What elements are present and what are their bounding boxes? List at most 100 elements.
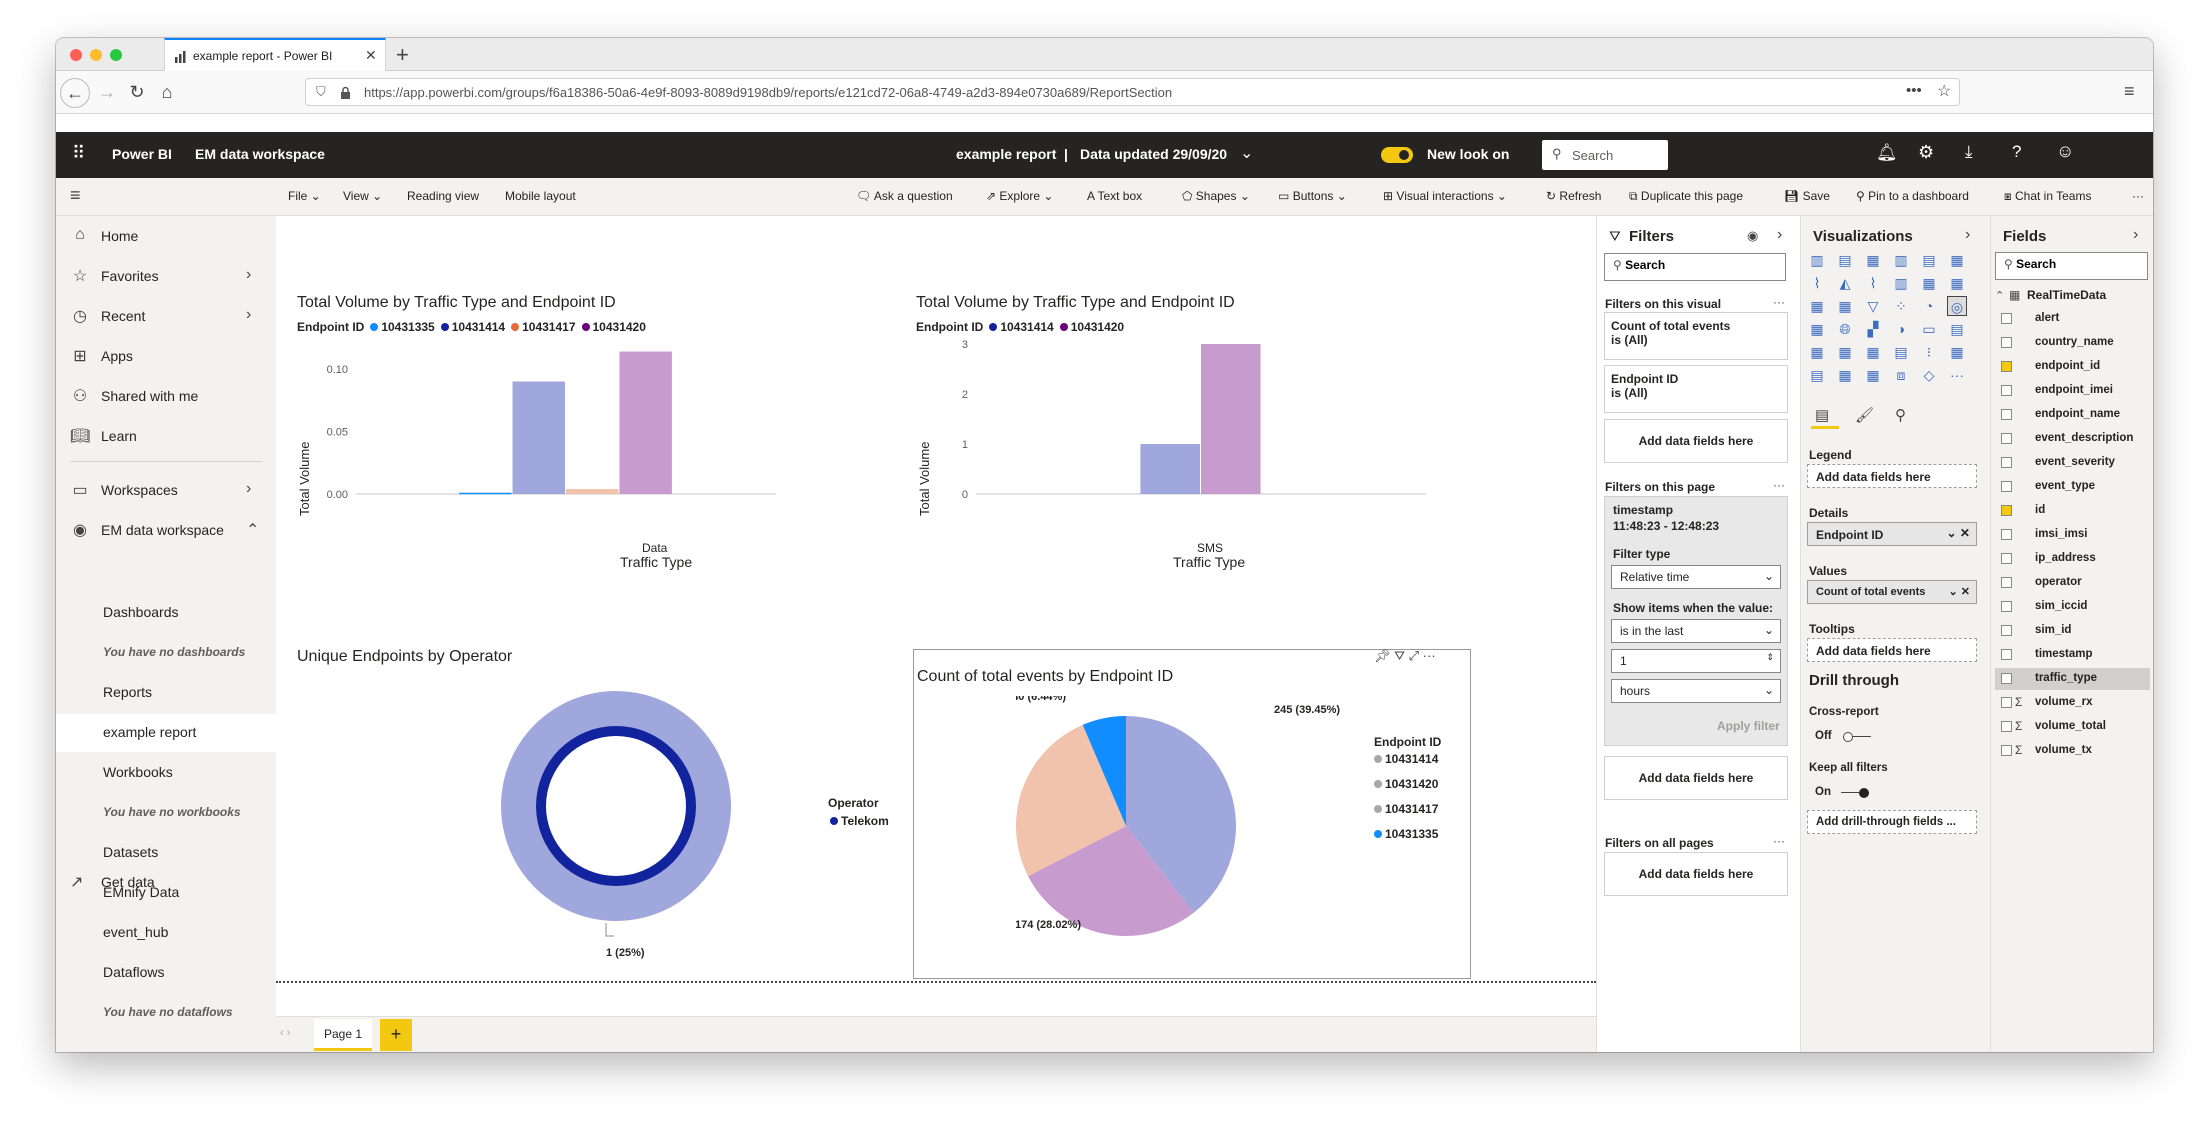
duplicate-page-button[interactable]: ⧉ Duplicate this page — [1629, 189, 1743, 203]
field-alert[interactable]: alert — [1995, 308, 2150, 330]
page-tab-1[interactable]: Page 1 — [314, 1019, 372, 1051]
visual-type-icon[interactable]: ▦ — [1838, 344, 1852, 360]
back-button-icon[interactable]: ← — [60, 78, 90, 108]
page-nav-arrows[interactable]: ‹ › — [280, 1027, 291, 1039]
chart4-svg[interactable]: 245 (39.45%)174 (28.02%)162 (26.09%)40 (… — [1016, 696, 1456, 956]
field-country_name[interactable]: country_name — [1995, 332, 2150, 354]
filters-search[interactable]: ⚲ Search — [1604, 253, 1786, 281]
tooltips-well[interactable]: Add data fields here — [1807, 638, 1977, 662]
visual-type-icon[interactable]: ▦ — [1922, 275, 1936, 291]
chart3-svg[interactable] — [456, 681, 776, 961]
field-event_description[interactable]: event_description — [1995, 428, 2150, 450]
filter-card-endpoint[interactable]: Endpoint ID is (All) — [1604, 365, 1788, 413]
nav-apps[interactable]: ⊞ Apps — [56, 338, 276, 374]
feedback-smiley-icon[interactable]: ☺ — [2056, 141, 2075, 161]
nav-recent[interactable]: ◷ Recent › — [56, 298, 276, 334]
visual-type-icon[interactable]: ⧈ — [1896, 367, 1906, 383]
visual-type-icon[interactable]: ▦ — [1810, 321, 1824, 337]
hamburger-icon[interactable]: ≡ — [70, 185, 81, 205]
add-fields-all[interactable]: Add data fields here — [1604, 852, 1788, 896]
format-paintroller-icon[interactable]: 🖌︎ — [1855, 407, 1875, 424]
fields-search[interactable]: ⚲ Search — [1995, 252, 2148, 280]
visual-type-icon[interactable]: ▽ — [1867, 298, 1879, 314]
visual-type-icon[interactable]: 🌐︎ — [1839, 321, 1851, 337]
ask-question-button[interactable]: 🗨︎ Ask a question — [856, 189, 953, 203]
chart1-svg[interactable]: 0.00 0.05 0.10 — [276, 334, 836, 534]
search-box[interactable]: ⚲ Search — [1542, 140, 1668, 170]
visual-type-icon[interactable]: ▞ — [1867, 321, 1879, 337]
chart4-legend-item[interactable]: 10431335 — [1374, 827, 1438, 852]
refresh-button[interactable]: ↻ Refresh — [1546, 189, 1602, 203]
add-fields-page[interactable]: Add data fields here — [1604, 756, 1788, 800]
field-ip_address[interactable]: ip_address — [1995, 548, 2150, 570]
nav-get-data[interactable]: ↗ Get data — [70, 874, 155, 891]
eye-icon[interactable]: ◉ — [1747, 228, 1759, 243]
download-icon[interactable]: ⤓ — [1965, 142, 1973, 161]
chat-in-teams-button[interactable]: ⧆ Chat in Teams — [2004, 189, 2092, 203]
visual-type-icon[interactable]: ▦ — [1838, 298, 1852, 314]
chevron-down-icon[interactable]: ⌄ — [1240, 145, 1254, 162]
nav-learn[interactable]: 📖︎ Learn — [70, 428, 137, 445]
menu-icon[interactable]: ≡ — [2124, 81, 2135, 101]
cross-report-toggle[interactable] — [1843, 732, 1871, 742]
workspace-link[interactable]: EM data workspace — [195, 146, 325, 162]
more-actions-icon[interactable]: ••• — [1906, 82, 1922, 99]
visual-type-icon[interactable]: ▤ — [1838, 252, 1852, 268]
more-icon[interactable]: ··· — [1773, 478, 1785, 492]
close-window-button[interactable] — [70, 49, 82, 61]
visual-type-icon[interactable]: ◎ — [1947, 296, 1967, 316]
visual-type-icon[interactable]: ▦ — [1950, 275, 1964, 291]
maximize-window-button[interactable] — [110, 49, 122, 61]
nav-dataflows[interactable]: Dataflows — [103, 964, 165, 980]
visual-type-icon[interactable]: ▦ — [1866, 344, 1880, 360]
visual-type-icon[interactable]: ▦ — [1950, 252, 1964, 268]
nav-emnify-data[interactable]: EMnify Data — [103, 884, 180, 900]
reload-icon[interactable]: ↻ — [129, 82, 145, 102]
field-timestamp[interactable]: timestamp — [1995, 644, 2150, 666]
collapse-filters-icon[interactable]: › — [1777, 226, 1783, 243]
field-endpoint_id[interactable]: endpoint_id — [1995, 356, 2150, 378]
minimize-window-button[interactable] — [90, 49, 102, 61]
visual-type-icon[interactable]: ▦ — [1810, 344, 1824, 360]
visual-type-icon[interactable]: ▤ — [1922, 252, 1936, 268]
visual-type-icon[interactable]: ▥ — [1894, 252, 1908, 268]
chart4-legend-item[interactable]: 10431420 — [1374, 777, 1438, 802]
field-id[interactable]: id — [1995, 500, 2150, 522]
visual-type-icon[interactable]: ⁝ — [1926, 344, 1932, 360]
collapse-viz-icon[interactable]: › — [1965, 226, 1971, 243]
nav-datasets[interactable]: Datasets — [103, 844, 159, 860]
forward-button-icon[interactable]: → — [98, 82, 116, 102]
field-endpoint_imei[interactable]: endpoint_imei — [1995, 380, 2150, 402]
timestamp-filter-card[interactable]: timestamp 11:48:23 - 12:48:23 Filter typ… — [1604, 496, 1788, 746]
nav-workbooks[interactable]: Workbooks — [103, 764, 173, 780]
nav-event-hub[interactable]: event_hub — [103, 924, 169, 940]
chart2-svg[interactable]: 0 1 2 3 — [896, 334, 1536, 534]
browser-tab[interactable]: example report - Power BI ✕ — [164, 38, 386, 71]
report-name[interactable]: example report — [956, 146, 1057, 162]
visual-type-icon[interactable]: ▦ — [1838, 367, 1852, 383]
field-sim_id[interactable]: sim_id — [1995, 620, 2150, 642]
nav-em-workspace[interactable]: ◉ EM data workspace ⌃ — [56, 512, 276, 548]
view-menu[interactable]: View ⌄ — [343, 189, 383, 203]
visual-type-icon[interactable]: ▦ — [1866, 367, 1880, 383]
visual-type-icon[interactable]: ◑ — [1896, 321, 1906, 337]
selected-visual-frame[interactable]: 📌︎ ⛛ ⤢ ··· — [913, 648, 1471, 979]
visual-type-icon[interactable]: ▤ — [1894, 344, 1908, 360]
visual-type-icon[interactable]: ◇ — [1923, 367, 1935, 383]
add-fields-visual[interactable]: Add data fields here — [1604, 419, 1788, 463]
keep-filters-toggle[interactable] — [1841, 788, 1869, 798]
visual-type-icon[interactable]: ▭ — [1922, 321, 1936, 337]
chart4-legend-item[interactable]: 10431417 — [1374, 802, 1438, 827]
fields-tab-icon[interactable]: ▤ — [1815, 407, 1830, 424]
nav-example-report[interactable]: example report — [103, 724, 197, 740]
bell-icon[interactable]: 🔔︎ — [1876, 143, 1898, 162]
new-look-toggle[interactable] — [1381, 147, 1413, 163]
app-name[interactable]: Power BI — [112, 146, 172, 162]
visual-type-icon[interactable]: ▦ — [1866, 252, 1880, 268]
help-icon[interactable]: ? — [2012, 142, 2022, 161]
chart4-legend-item[interactable]: 10431414 — [1374, 752, 1438, 777]
drill-through-well[interactable]: Add drill-through fields ... — [1807, 810, 1977, 834]
field-event_type[interactable]: event_type — [1995, 476, 2150, 498]
